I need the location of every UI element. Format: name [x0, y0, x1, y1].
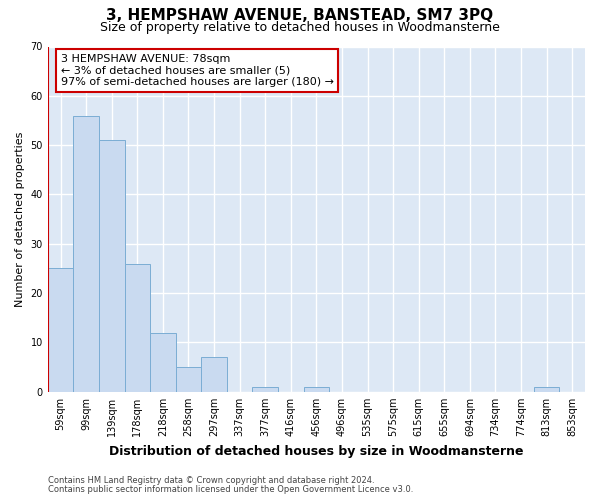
Text: Contains HM Land Registry data © Crown copyright and database right 2024.: Contains HM Land Registry data © Crown c…: [48, 476, 374, 485]
Bar: [99, 140, 125, 392]
Bar: [534, 387, 559, 392]
Bar: [125, 264, 150, 392]
Text: Contains public sector information licensed under the Open Government Licence v3: Contains public sector information licen…: [48, 485, 413, 494]
Text: Size of property relative to detached houses in Woodmansterne: Size of property relative to detached ho…: [100, 21, 500, 34]
Bar: [150, 332, 176, 392]
Y-axis label: Number of detached properties: Number of detached properties: [15, 132, 25, 307]
Text: 3, HEMPSHAW AVENUE, BANSTEAD, SM7 3PQ: 3, HEMPSHAW AVENUE, BANSTEAD, SM7 3PQ: [106, 8, 494, 22]
Bar: [253, 387, 278, 392]
Bar: [304, 387, 329, 392]
X-axis label: Distribution of detached houses by size in Woodmansterne: Distribution of detached houses by size …: [109, 444, 524, 458]
Bar: [73, 116, 99, 392]
Bar: [48, 268, 73, 392]
Text: 3 HEMPSHAW AVENUE: 78sqm
← 3% of detached houses are smaller (5)
97% of semi-det: 3 HEMPSHAW AVENUE: 78sqm ← 3% of detache…: [61, 54, 334, 87]
Bar: [201, 358, 227, 392]
Bar: [176, 367, 201, 392]
